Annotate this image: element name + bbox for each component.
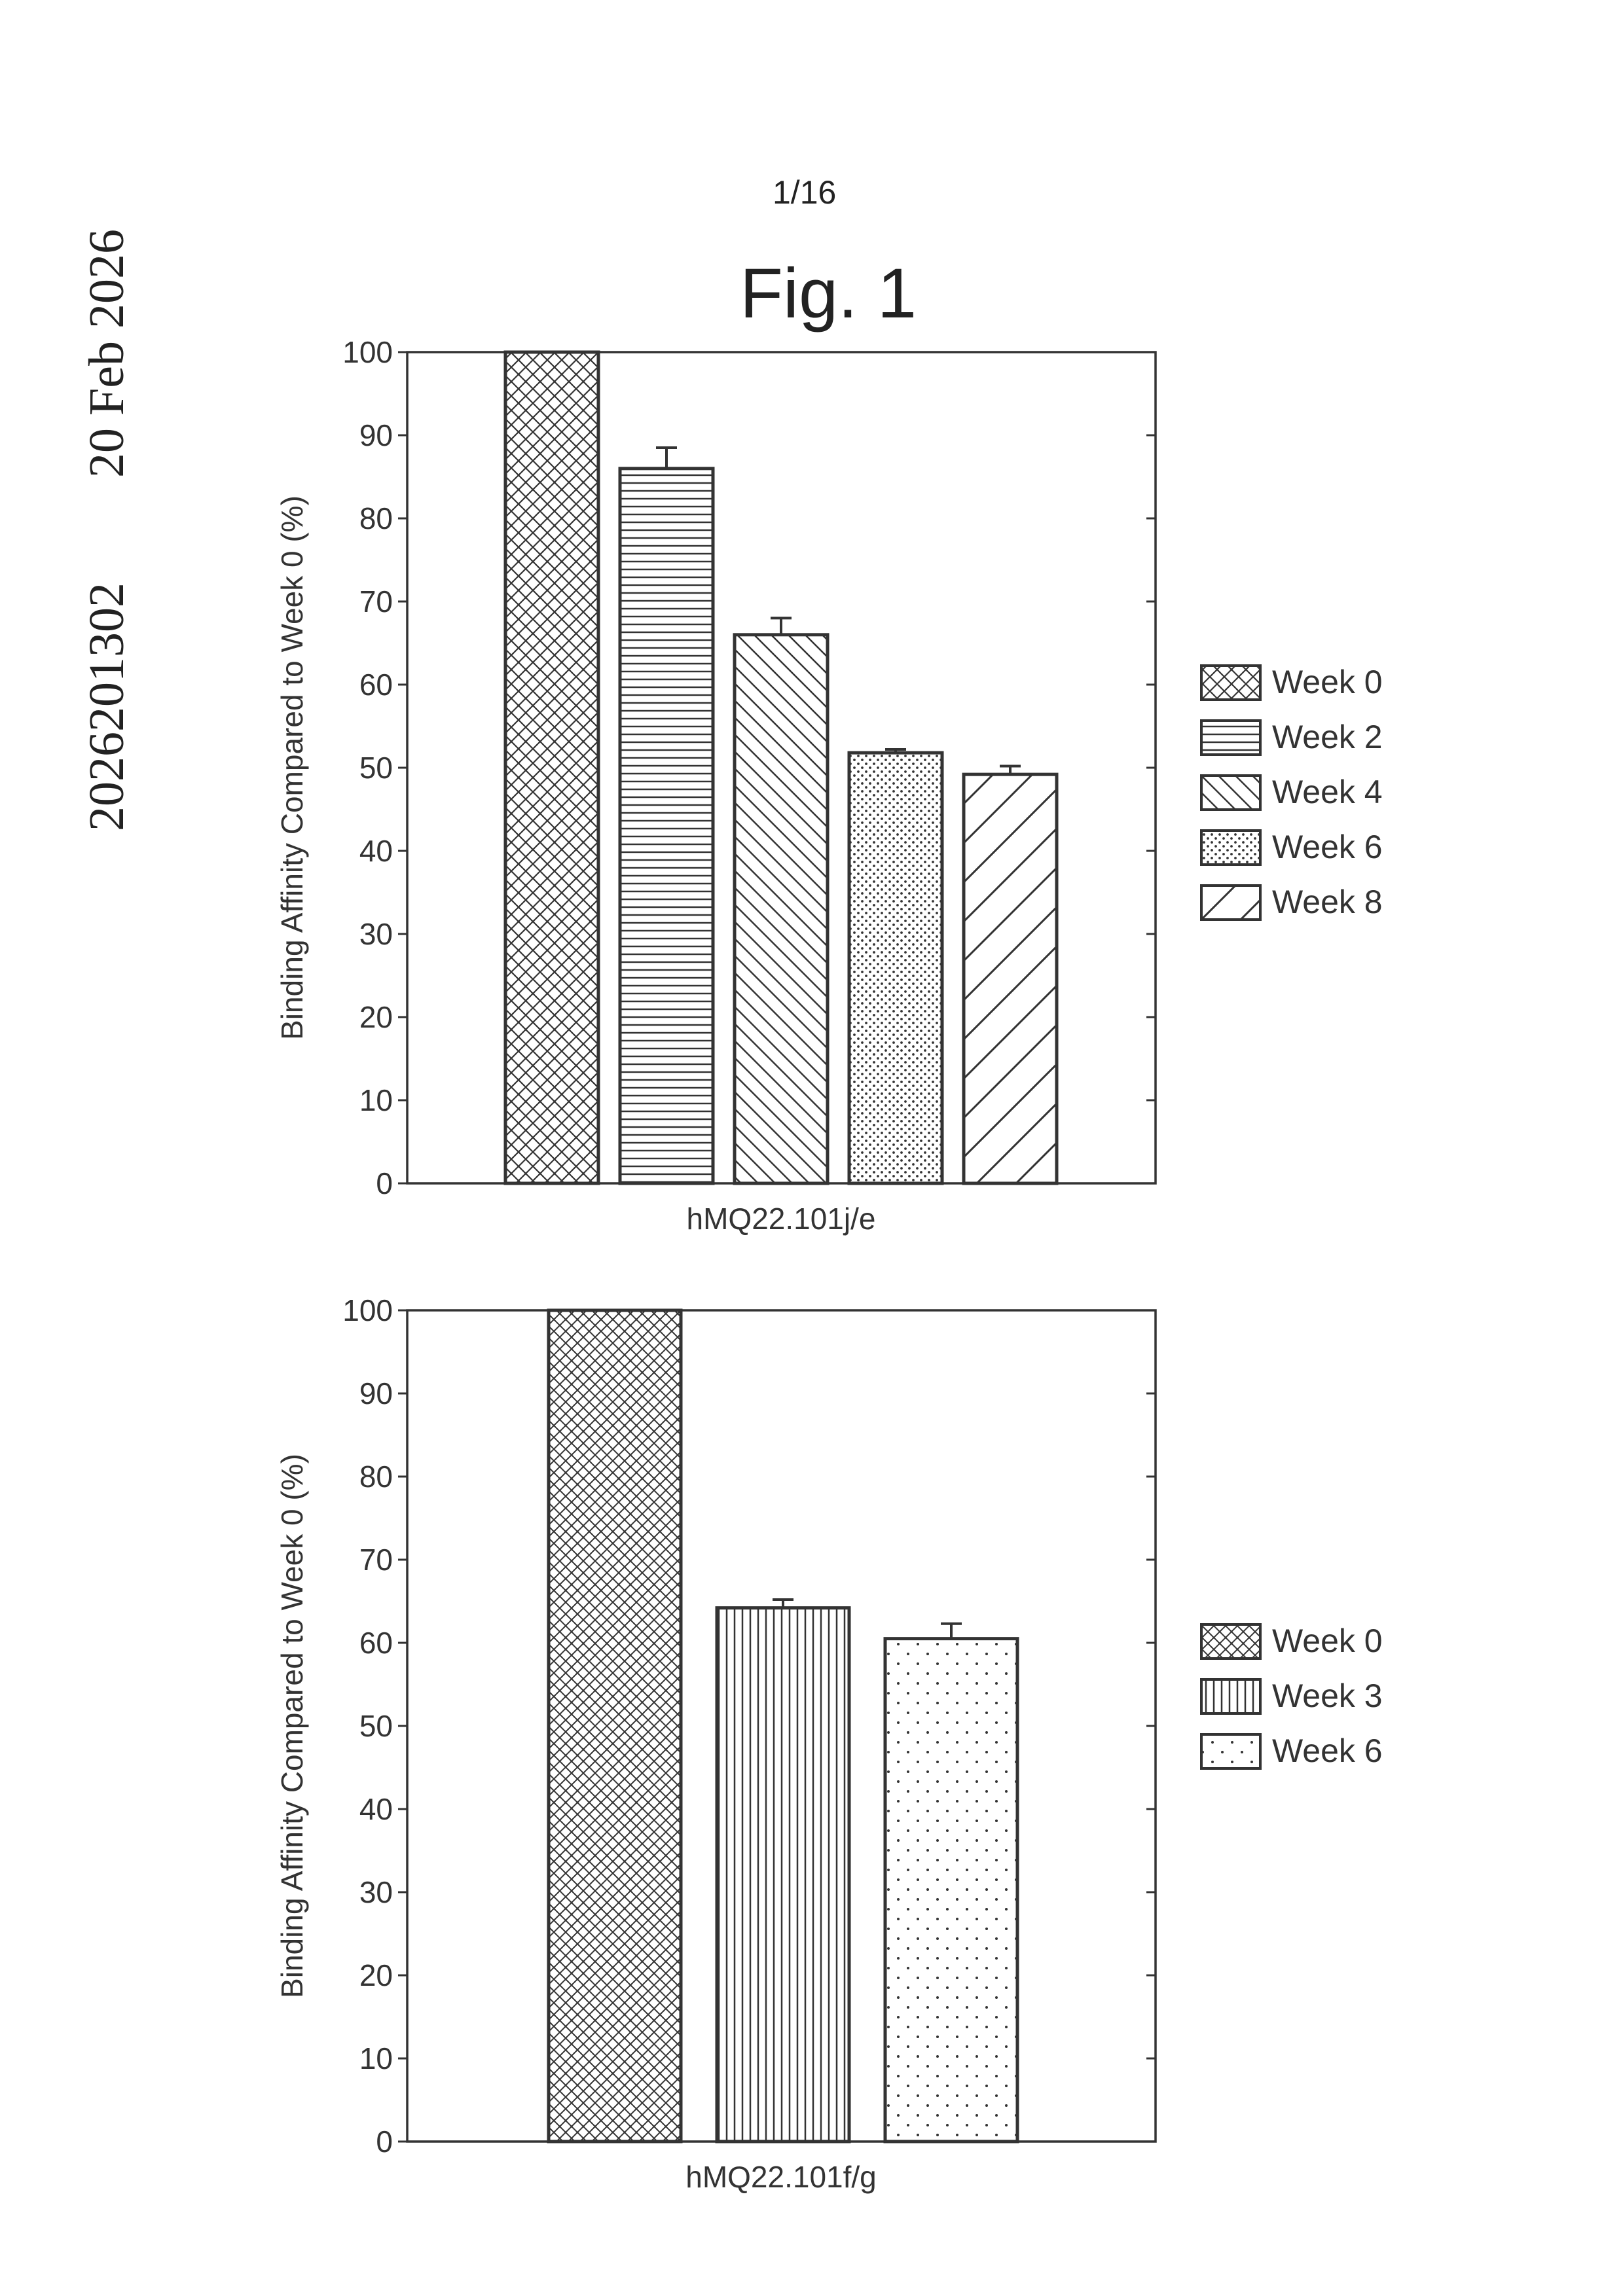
legend-label: Week 8 xyxy=(1272,884,1383,920)
y-tick-label: 70 xyxy=(359,1543,393,1577)
legend-swatch xyxy=(1200,1678,1262,1715)
y-tick-label: 60 xyxy=(359,1626,393,1660)
figure-title: Fig. 1 xyxy=(740,253,917,332)
bar-chart-1: 0 10 20 30 40 50 60 70 80 90 100 Binding Affinity C… xyxy=(275,335,1383,1236)
y-tick-label: 0 xyxy=(376,1166,393,1200)
legend-swatch xyxy=(1200,1733,1262,1770)
y-tick-label: 20 xyxy=(359,1958,393,1992)
bar-week-3 xyxy=(715,1606,851,2144)
legend-swatch xyxy=(1200,1623,1262,1660)
y-axis-label: Binding Affinity Compared to Week 0 (%) xyxy=(275,495,309,1040)
legend-label: Week 0 xyxy=(1272,1623,1383,1659)
legend-label: Week 3 xyxy=(1272,1677,1383,1714)
y-tick-label: 80 xyxy=(359,501,393,535)
bar-chart-2: 0 10 20 30 40 50 60 70 80 90 100 Binding Affinity C… xyxy=(275,1293,1383,2194)
legend-swatch xyxy=(1200,774,1262,811)
legend-label: Week 6 xyxy=(1272,1732,1383,1769)
y-tick-label: 10 xyxy=(359,2041,393,2075)
y-tick-label: 50 xyxy=(359,1709,393,1743)
legend-label: Week 6 xyxy=(1272,829,1383,865)
legend-label: Week 2 xyxy=(1272,719,1383,755)
legend-swatch xyxy=(1200,829,1262,866)
y-tick-label: 50 xyxy=(359,751,393,785)
bar-week-0 xyxy=(547,1308,683,2144)
page-number: 1/16 xyxy=(773,174,837,211)
y-tick-label: 0 xyxy=(376,2125,393,2159)
legend-swatch xyxy=(1200,719,1262,756)
y-tick-label: 70 xyxy=(359,584,393,619)
y-tick-label: 10 xyxy=(359,1083,393,1117)
x-axis-label: hMQ22.101j/e xyxy=(687,1202,876,1236)
y-tick-label: 30 xyxy=(359,917,393,951)
y-tick-label: 60 xyxy=(359,668,393,702)
y-tick-label: 90 xyxy=(359,1376,393,1410)
y-tick-label: 40 xyxy=(359,834,393,868)
y-tick-label: 80 xyxy=(359,1460,393,1494)
bar-week-4 xyxy=(733,633,830,1185)
bar-week-8 xyxy=(962,772,1059,1185)
y-tick-label: 100 xyxy=(342,1293,393,1327)
x-axis-label: hMQ22.101f/g xyxy=(685,2160,877,2194)
bar-week-6 xyxy=(883,1637,1019,2144)
legend-label: Week 4 xyxy=(1272,774,1383,810)
legend-swatch xyxy=(1200,884,1262,921)
bar-week-2 xyxy=(618,467,715,1185)
bar-week-6 xyxy=(847,751,944,1185)
y-tick-label: 40 xyxy=(359,1792,393,1826)
legend-label: Week 0 xyxy=(1272,664,1383,700)
legend-swatch xyxy=(1200,664,1262,701)
bar-week-0 xyxy=(503,350,600,1185)
y-tick-label: 30 xyxy=(359,1875,393,1909)
y-tick-label: 20 xyxy=(359,1000,393,1034)
y-axis-label: Binding Affinity Compared to Week 0 (%) xyxy=(275,1454,309,1998)
y-tick-label: 90 xyxy=(359,418,393,452)
y-tick-label: 100 xyxy=(342,335,393,369)
